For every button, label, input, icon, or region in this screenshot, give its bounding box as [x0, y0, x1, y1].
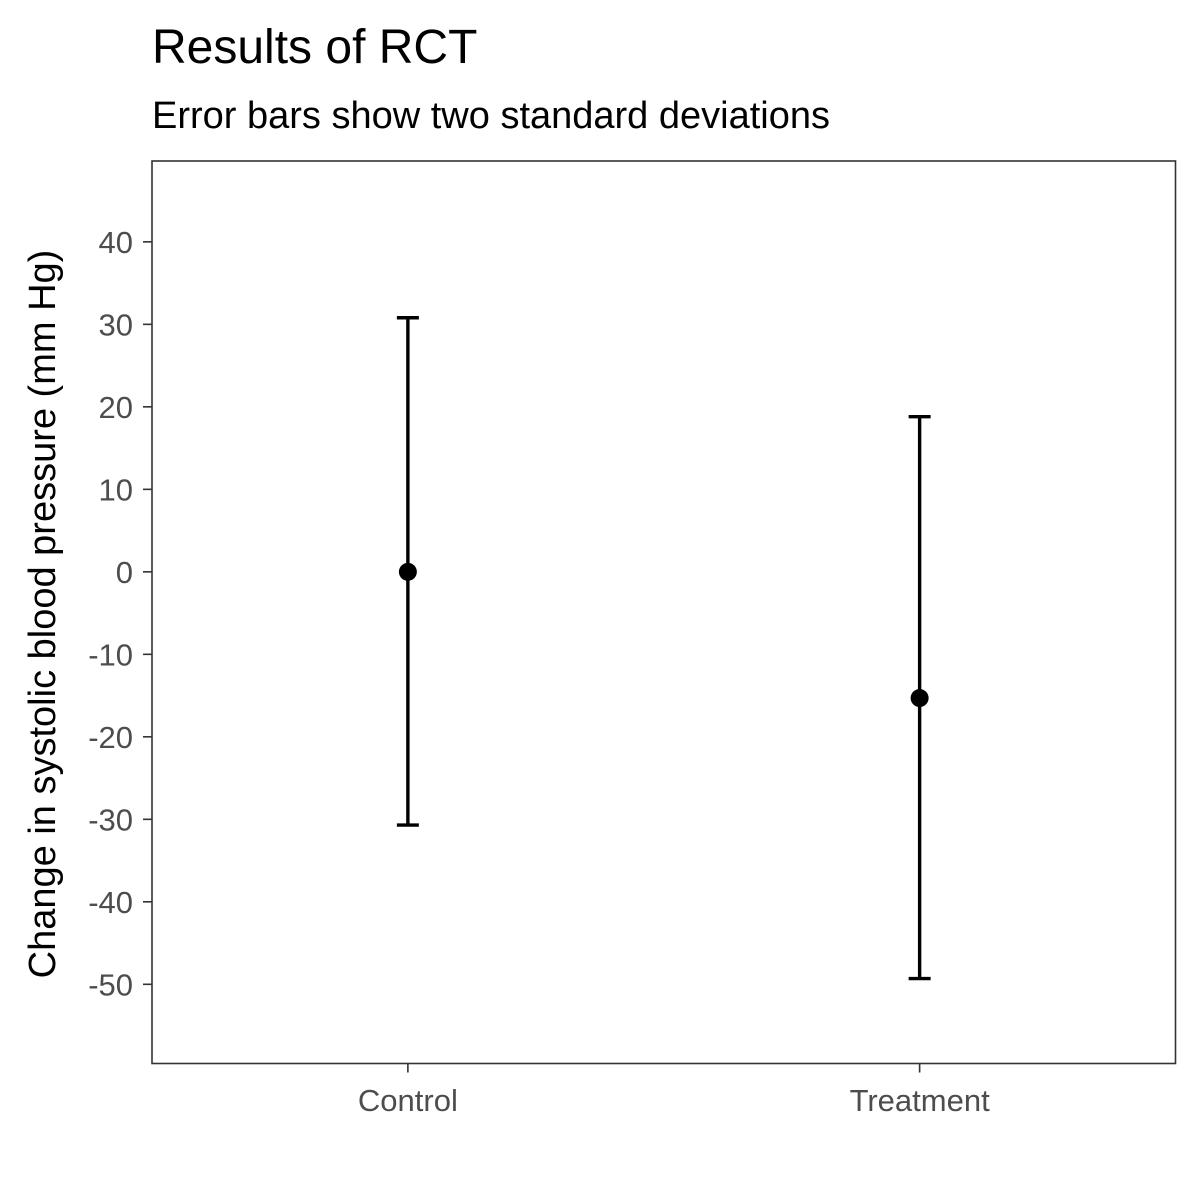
- mean-point: [910, 689, 929, 708]
- mean-point: [398, 562, 417, 581]
- y-tick-label: -50: [88, 967, 133, 1002]
- y-axis-label: Change in systolic blood pressure (mm Hg…: [22, 250, 64, 979]
- x-tick-label: Treatment: [850, 1083, 991, 1118]
- chart-title: Results of RCT: [152, 21, 477, 74]
- data-marks: [396, 316, 931, 981]
- y-tick-label: 40: [99, 225, 133, 260]
- y-tick-label: -20: [88, 720, 133, 755]
- y-tick-label: -10: [88, 637, 133, 672]
- y-tick-label: 0: [116, 555, 133, 590]
- y-tick-label: -30: [88, 802, 133, 837]
- y-tick-label: -40: [88, 885, 133, 920]
- x-tick-label: Control: [358, 1083, 458, 1118]
- chart-subtitle: Error bars show two standard deviations: [152, 95, 830, 137]
- y-axis: 40 30 20 10 0 -10 -20 -30 -40 -50: [88, 225, 152, 1002]
- y-tick-label: 10: [99, 472, 133, 507]
- x-axis: Control Treatment: [358, 1063, 991, 1118]
- panel-border: [151, 160, 1177, 1065]
- y-tick-label: 30: [99, 307, 133, 342]
- y-tick-label: 20: [99, 390, 133, 425]
